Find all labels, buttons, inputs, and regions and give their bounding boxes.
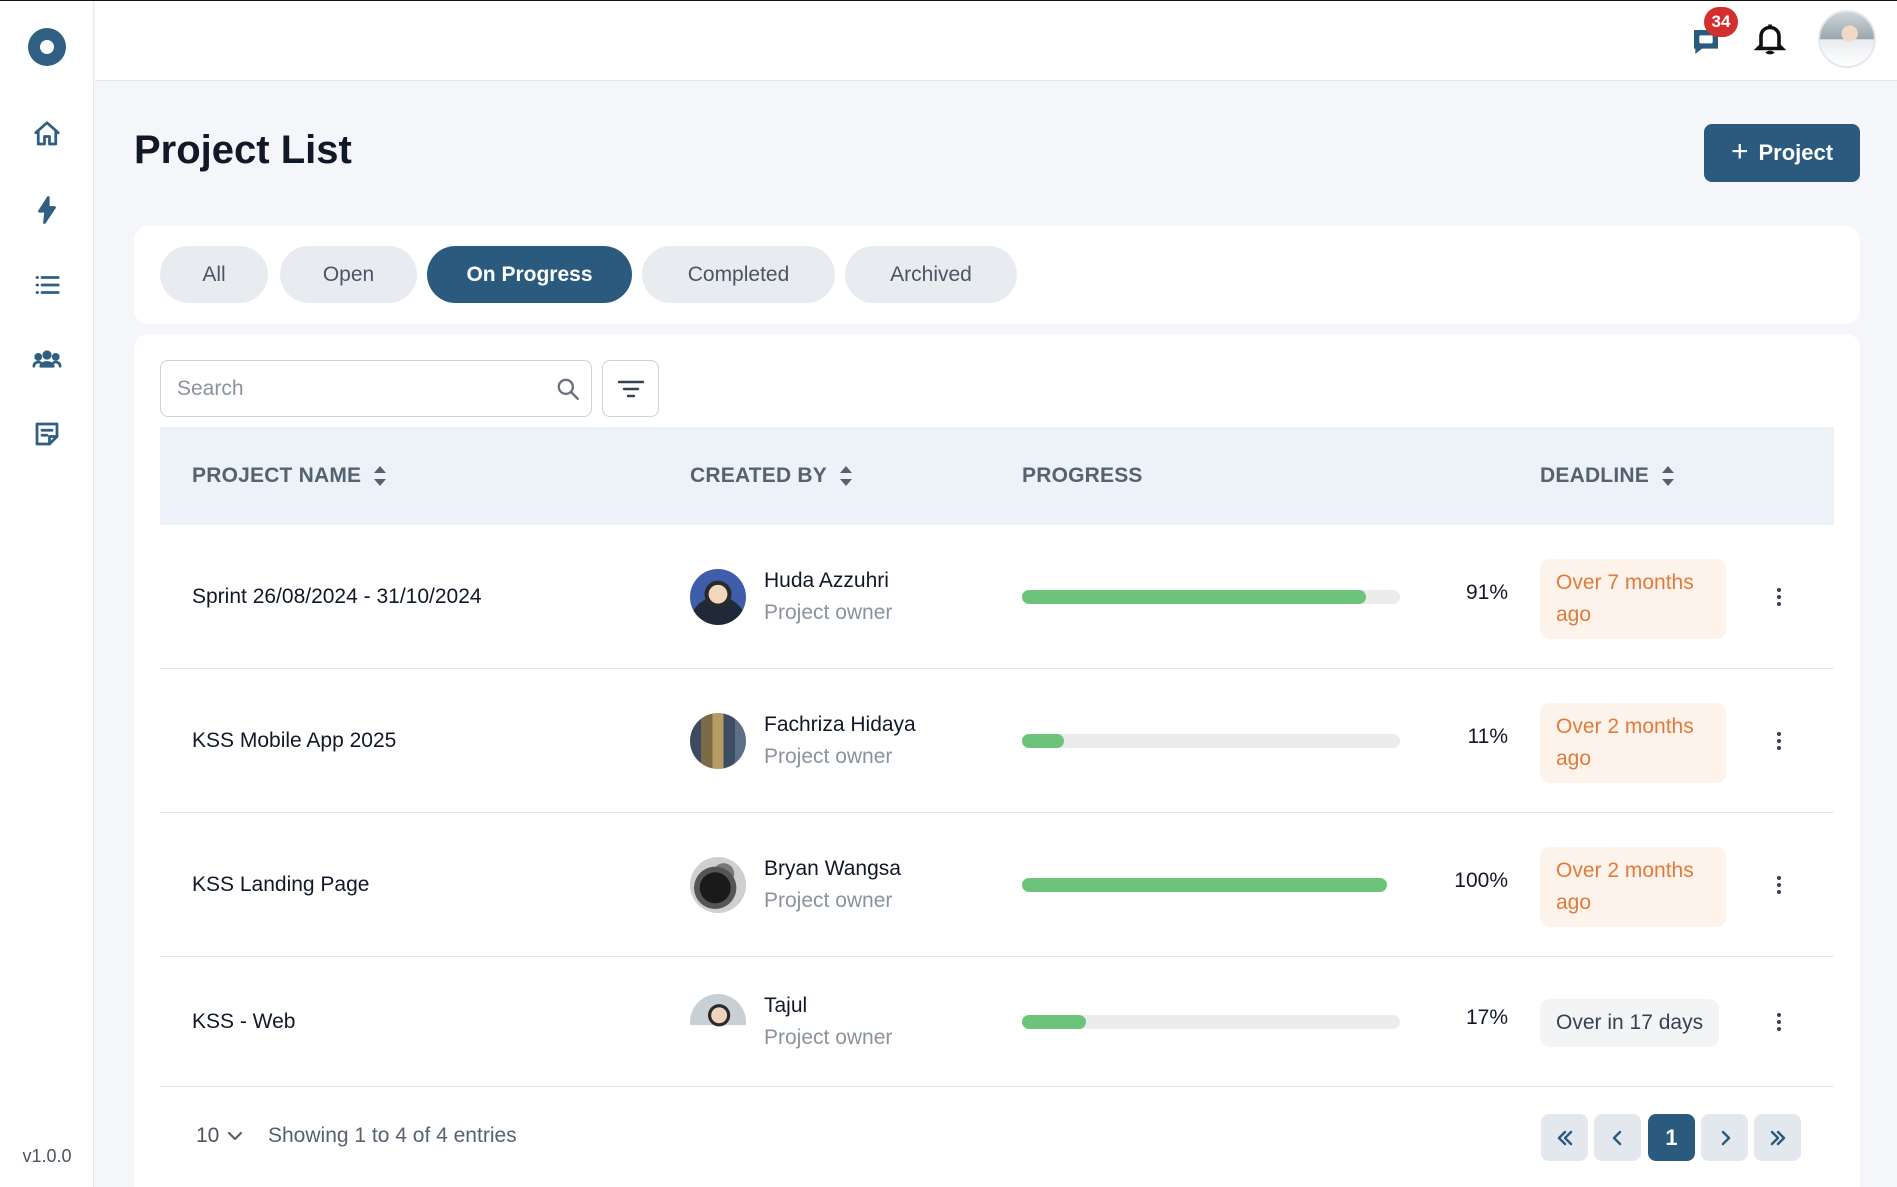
avatar xyxy=(690,857,746,913)
column-deadline: DEADLINE xyxy=(1540,427,1675,525)
app-version: v1.0.0 xyxy=(22,1146,72,1166)
filter-icon xyxy=(617,380,644,397)
top-header xyxy=(95,1,1897,81)
project-name[interactable]: Sprint 26/08/2024 - 31/10/2024 xyxy=(192,585,482,608)
first-page-button[interactable] xyxy=(1541,1114,1588,1161)
creator-cell: Bryan Wangsa Project owner xyxy=(690,813,901,957)
search-box xyxy=(160,360,592,417)
progress-fill xyxy=(1022,878,1387,892)
creator-cell: Huda Azzuhri Project owner xyxy=(690,525,892,669)
notification-count-badge: 34 xyxy=(1704,7,1738,37)
creator-role: Project owner xyxy=(764,745,893,768)
project-table-card: PROJECT NAME CREATED BY PROGRESS DEADLIN… xyxy=(134,334,1860,1187)
creator-name: Fachriza Hidaya xyxy=(764,713,916,736)
double-chevron-right-icon xyxy=(1770,1130,1785,1145)
progress-bar xyxy=(1022,590,1400,604)
tab-on-progress[interactable]: On Progress xyxy=(427,246,632,303)
creator-name: Bryan Wangsa xyxy=(764,857,901,880)
row-menu-icon[interactable] xyxy=(1764,870,1794,900)
status-tabs: All Open On Progress Completed Archived xyxy=(134,226,1860,324)
tab-all[interactable]: All xyxy=(160,246,268,303)
chevron-right-icon xyxy=(1721,1130,1730,1145)
search-input[interactable] xyxy=(177,361,537,416)
list-icon[interactable] xyxy=(22,260,72,310)
project-name[interactable]: KSS Mobile App 2025 xyxy=(192,729,397,752)
creator-cell: Fachriza Hidaya Project owner xyxy=(690,669,916,813)
filter-button[interactable] xyxy=(602,360,659,417)
progress-percent: 11% xyxy=(1467,725,1508,748)
column-label: PROGRESS xyxy=(1022,464,1143,487)
messages-icon[interactable] xyxy=(1688,20,1728,60)
tab-archived[interactable]: Archived xyxy=(845,246,1017,303)
column-label: PROJECT NAME xyxy=(192,464,362,487)
app-logo[interactable] xyxy=(28,28,66,66)
progress-fill xyxy=(1022,734,1064,748)
double-chevron-left-icon xyxy=(1557,1130,1572,1145)
next-page-button[interactable] xyxy=(1701,1114,1748,1161)
home-icon[interactable] xyxy=(22,109,72,159)
page-number-button[interactable]: 1 xyxy=(1648,1114,1695,1161)
column-created-by: CREATED BY xyxy=(690,427,853,525)
row-menu-icon[interactable] xyxy=(1764,726,1794,756)
creator-cell: Tajul Project owner xyxy=(690,957,892,1087)
bell-icon[interactable] xyxy=(1752,20,1792,60)
tab-open[interactable]: Open xyxy=(280,246,417,303)
user-avatar[interactable] xyxy=(1818,10,1876,68)
avatar xyxy=(690,994,746,1050)
creator-role: Project owner xyxy=(764,889,893,912)
avatar xyxy=(690,569,746,625)
sort-icon[interactable] xyxy=(1661,465,1675,487)
page-size-value: 10 xyxy=(196,1124,220,1147)
lightning-icon[interactable] xyxy=(22,185,72,235)
team-icon[interactable] xyxy=(22,335,72,385)
creator-name: Tajul xyxy=(764,994,808,1017)
progress-bar xyxy=(1022,878,1387,892)
avatar xyxy=(690,713,746,769)
progress-percent: 17% xyxy=(1465,1006,1508,1029)
creator-role: Project owner xyxy=(764,1026,893,1049)
creator-role: Project owner xyxy=(764,601,893,624)
progress-percent: 91% xyxy=(1465,581,1508,604)
creator-name: Huda Azzuhri xyxy=(764,569,889,592)
notes-icon[interactable] xyxy=(22,409,72,459)
table-row[interactable]: KSS Mobile App 2025 Fachriza Hidaya Proj… xyxy=(160,669,1834,813)
sidebar: v1.0.0 xyxy=(0,1,94,1187)
progress-bar xyxy=(1022,1015,1400,1029)
column-project-name: PROJECT NAME xyxy=(192,427,387,525)
page-size-select[interactable]: 10 xyxy=(196,1124,243,1148)
add-project-label: Project xyxy=(1758,140,1834,165)
sort-icon[interactable] xyxy=(373,465,387,487)
deadline-badge: Over 2 months ago xyxy=(1540,703,1726,783)
table-row[interactable]: KSS Landing Page Bryan Wangsa Project ow… xyxy=(160,813,1834,957)
search-icon[interactable] xyxy=(555,376,581,402)
column-label: DEADLINE xyxy=(1540,464,1649,487)
row-menu-icon[interactable] xyxy=(1764,1007,1794,1037)
column-progress: PROGRESS xyxy=(1022,427,1143,525)
table-row[interactable]: KSS - Web Tajul Project owner 17% Over i… xyxy=(160,957,1834,1087)
prev-page-button[interactable] xyxy=(1594,1114,1641,1161)
add-project-button[interactable]: + Project xyxy=(1704,124,1860,182)
tab-completed[interactable]: Completed xyxy=(642,246,835,303)
column-label: CREATED BY xyxy=(690,464,827,487)
row-menu-icon[interactable] xyxy=(1764,582,1794,612)
sort-icon[interactable] xyxy=(839,465,853,487)
table-header: PROJECT NAME CREATED BY PROGRESS DEADLIN… xyxy=(160,427,1834,525)
deadline-badge: Over 7 months ago xyxy=(1540,559,1726,639)
progress-fill xyxy=(1022,1015,1087,1029)
chevron-left-icon xyxy=(1612,1130,1621,1145)
project-name[interactable]: KSS - Web xyxy=(192,1010,296,1033)
deadline-badge: Over 2 months ago xyxy=(1540,847,1726,927)
progress-percent: 100% xyxy=(1454,869,1508,892)
progress-bar xyxy=(1022,734,1400,748)
chevron-down-icon xyxy=(228,1131,243,1141)
table-row[interactable]: Sprint 26/08/2024 - 31/10/2024 Huda Azzu… xyxy=(160,525,1834,669)
progress-fill xyxy=(1022,590,1366,604)
page-title: Project List xyxy=(134,128,352,172)
project-name[interactable]: KSS Landing Page xyxy=(192,873,370,896)
deadline-badge: Over in 17 days xyxy=(1540,999,1720,1047)
entries-summary: Showing 1 to 4 of 4 entries xyxy=(268,1124,517,1147)
last-page-button[interactable] xyxy=(1754,1114,1801,1161)
plus-icon: + xyxy=(1730,134,1749,168)
